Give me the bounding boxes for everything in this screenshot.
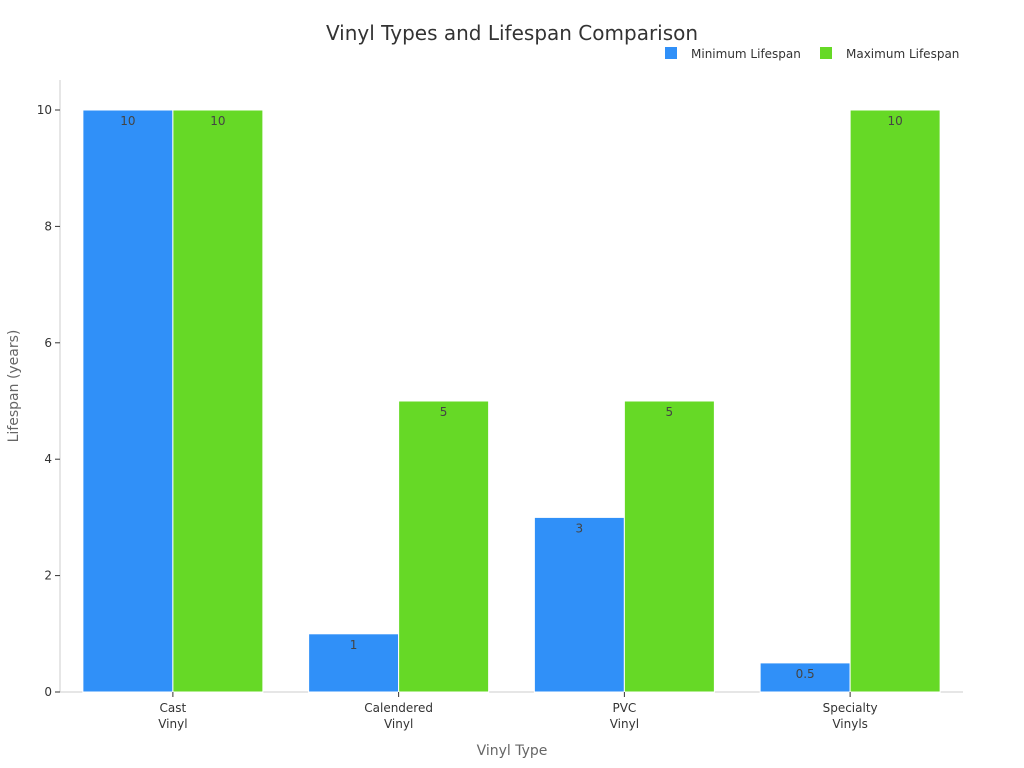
x-axis-ticks: Cast Vinyl Calendered Vinyl PVC Vinyl Specialt…: [158, 692, 878, 731]
legend-swatch-maximum-lifespan: [820, 47, 832, 59]
data-label-maximum-lifespan-cast-vinyl: 10: [210, 114, 225, 128]
x-tick-label-line: PVC: [612, 701, 636, 715]
bar-minimum-lifespan-pvc-vinyl: [533, 516, 625, 693]
data-label-minimum-lifespan-pvc-vinyl: 3: [576, 521, 584, 535]
data-labels: 10 10 1 5 3 5 0.5 10: [120, 114, 903, 681]
x-tick-label-pvc-vinyl: PVC Vinyl: [610, 701, 639, 731]
data-label-maximum-lifespan-pvc-vinyl: 5: [666, 405, 674, 419]
bar-maximum-lifespan-calendered-vinyl: [398, 400, 490, 693]
y-tick-label: 8: [44, 219, 52, 233]
y-tick-label: 2: [44, 569, 52, 583]
bar-minimum-lifespan-calendered-vinyl: [308, 633, 400, 693]
legend: Minimum Lifespan Maximum Lifespan: [665, 47, 959, 61]
data-label-maximum-lifespan-specialty-vinyls: 10: [887, 114, 902, 128]
data-label-minimum-lifespan-cast-vinyl: 10: [120, 114, 135, 128]
x-tick-label-cast-vinyl: Cast Vinyl: [158, 701, 187, 731]
legend-label-maximum-lifespan: Maximum Lifespan: [846, 47, 959, 61]
data-label-minimum-lifespan-calendered-vinyl: 1: [350, 638, 358, 652]
y-axis-ticks: 0 2 4 6 8 10: [37, 103, 60, 699]
x-axis-label: Vinyl Type: [477, 743, 548, 759]
y-tick-label: 6: [44, 336, 52, 350]
x-tick-label-line: Cast: [160, 701, 187, 715]
y-tick-label: 0: [44, 685, 52, 699]
legend-swatch-minimum-lifespan: [665, 47, 677, 59]
y-axis-label: Lifespan (years): [6, 330, 22, 443]
x-tick-label-line: Calendered: [364, 701, 433, 715]
bars: [82, 109, 941, 693]
x-tick-label-specialty-vinyls: Specialty Vinyls: [823, 701, 878, 731]
x-tick-label-line: Specialty: [823, 701, 878, 715]
data-label-minimum-lifespan-specialty-vinyls: 0.5: [796, 667, 815, 681]
data-label-maximum-lifespan-calendered-vinyl: 5: [440, 405, 448, 419]
x-tick-label-calendered-vinyl: Calendered Vinyl: [364, 701, 433, 731]
y-tick-label: 10: [37, 103, 52, 117]
bar-maximum-lifespan-pvc-vinyl: [623, 400, 715, 693]
y-tick-label: 4: [44, 452, 52, 466]
x-tick-label-line: Vinyl: [384, 717, 413, 731]
bar-maximum-lifespan-cast-vinyl: [172, 109, 264, 693]
legend-label-minimum-lifespan: Minimum Lifespan: [691, 47, 801, 61]
bar-minimum-lifespan-cast-vinyl: [82, 109, 174, 693]
x-tick-label-line: Vinyls: [832, 717, 868, 731]
chart-title: Vinyl Types and Lifespan Comparison: [326, 21, 698, 45]
bar-minimum-lifespan-specialty-vinyls: [759, 662, 851, 693]
x-tick-label-line: Vinyl: [158, 717, 187, 731]
x-tick-label-line: Vinyl: [610, 717, 639, 731]
bar-maximum-lifespan-specialty-vinyls: [849, 109, 941, 693]
